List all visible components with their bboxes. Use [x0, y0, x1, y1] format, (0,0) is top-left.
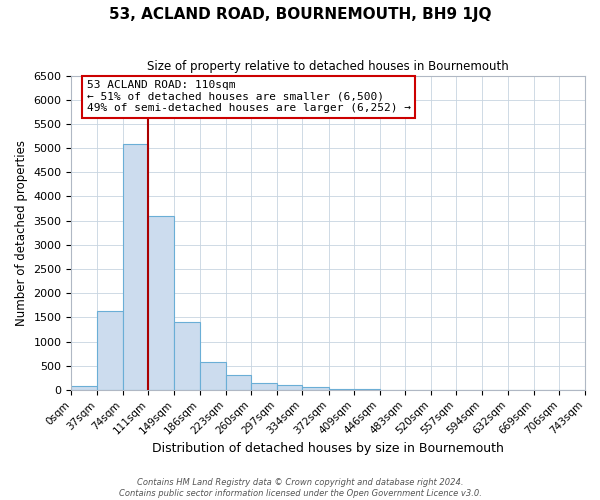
Y-axis label: Number of detached properties: Number of detached properties	[15, 140, 28, 326]
Bar	[277, 385, 302, 390]
Bar	[71, 386, 97, 390]
X-axis label: Distribution of detached houses by size in Bournemouth: Distribution of detached houses by size …	[152, 442, 504, 455]
Bar	[148, 216, 175, 390]
Bar	[251, 382, 277, 390]
Bar	[329, 388, 354, 390]
Bar	[200, 362, 226, 390]
Text: 53, ACLAND ROAD, BOURNEMOUTH, BH9 1JQ: 53, ACLAND ROAD, BOURNEMOUTH, BH9 1JQ	[109, 8, 491, 22]
Title: Size of property relative to detached houses in Bournemouth: Size of property relative to detached ho…	[148, 60, 509, 73]
Bar	[226, 376, 251, 390]
Bar	[97, 312, 122, 390]
Bar	[302, 388, 329, 390]
Bar	[122, 144, 148, 390]
Text: Contains HM Land Registry data © Crown copyright and database right 2024.
Contai: Contains HM Land Registry data © Crown c…	[119, 478, 481, 498]
Text: 53 ACLAND ROAD: 110sqm
← 51% of detached houses are smaller (6,500)
49% of semi-: 53 ACLAND ROAD: 110sqm ← 51% of detached…	[87, 80, 411, 114]
Bar	[175, 322, 200, 390]
